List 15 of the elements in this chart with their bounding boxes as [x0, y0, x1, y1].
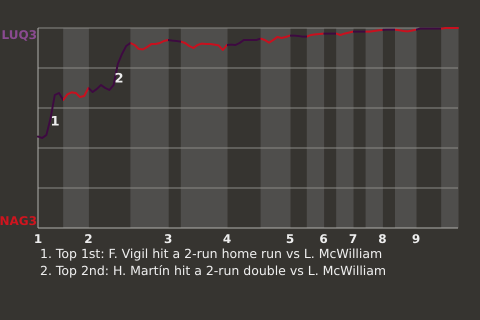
- x-tick-label: 3: [164, 232, 172, 246]
- text: LUQ3: [1, 28, 37, 42]
- annotation: 1: [50, 114, 60, 130]
- x-tick-label: 1: [34, 232, 42, 246]
- x-tick-label: 5: [286, 232, 294, 246]
- x-tick-label: 6: [319, 232, 328, 246]
- x-tick-label: 7: [348, 232, 358, 246]
- x-tick-label: 8: [378, 232, 387, 246]
- x-tick-label: 2: [84, 232, 93, 246]
- text: 1. Top 1st: F. Vigil hit a 2-run home run vs L. McWilliam: [40, 246, 382, 261]
- x-tick-label: 9: [412, 232, 420, 246]
- text: NAG3: [0, 214, 37, 228]
- annotation: 2: [114, 72, 124, 86]
- text: 2. Top 2nd: H. Martín hit a 2-run double vs L. McWilliam: [40, 263, 386, 278]
- x-tick-label: 4: [222, 232, 232, 246]
